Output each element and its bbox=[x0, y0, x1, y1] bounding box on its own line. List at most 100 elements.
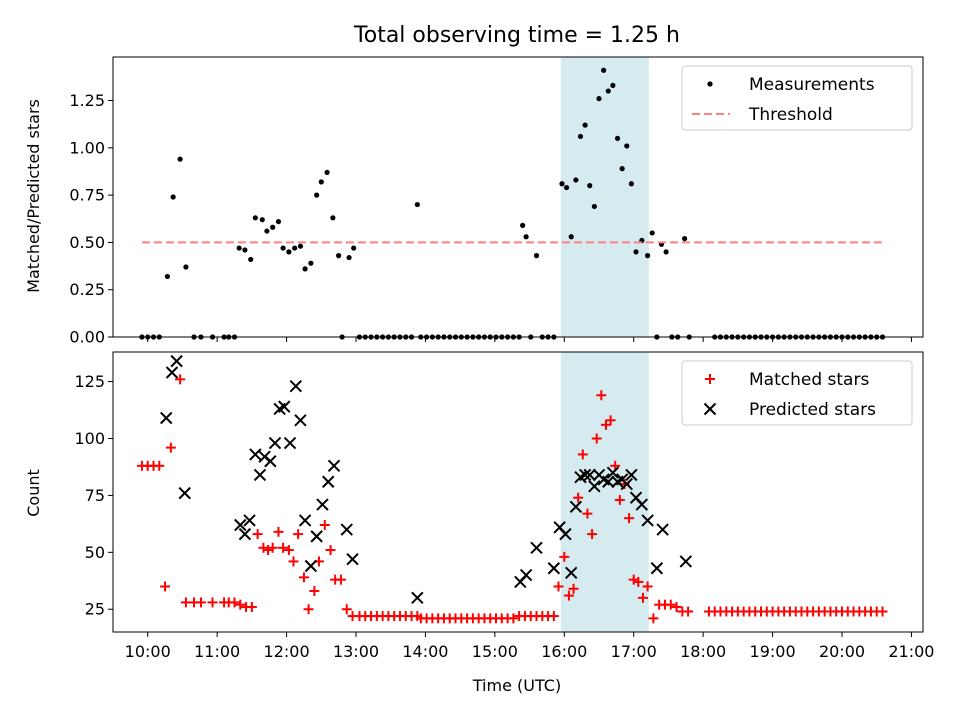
measurement-point bbox=[308, 260, 314, 266]
predicted-star-point bbox=[243, 514, 256, 527]
y-tick-label: 1.25 bbox=[69, 91, 105, 110]
matched-star-point bbox=[633, 576, 644, 587]
predicted-star-point bbox=[289, 379, 303, 393]
legend-box bbox=[681, 65, 913, 131]
predicted-star-point bbox=[606, 466, 620, 479]
x-tick-label: 20:00 bbox=[819, 642, 865, 661]
matched-star-point bbox=[577, 449, 588, 460]
bottom-y-ticks: 25 50 75 100 125 bbox=[74, 372, 113, 619]
measurement-point bbox=[663, 249, 669, 255]
matched-star-point bbox=[508, 613, 519, 624]
matched-star-point bbox=[293, 529, 304, 540]
bottom-legend: Matched stars Predicted stars bbox=[681, 360, 913, 426]
matched-star-point bbox=[642, 581, 653, 592]
predicted-star-point bbox=[165, 366, 179, 379]
legend-marker-dot bbox=[707, 81, 713, 87]
predicted-star-point bbox=[249, 448, 262, 461]
matched-star-point bbox=[278, 542, 289, 553]
measurement-point bbox=[351, 245, 357, 251]
predicted-star-point bbox=[304, 559, 318, 573]
predicted-star-point bbox=[411, 591, 424, 605]
measurement-point bbox=[614, 135, 621, 141]
measurement-point bbox=[270, 224, 276, 230]
x-tick-label: 19:00 bbox=[750, 642, 796, 661]
predicted-star-point bbox=[294, 414, 307, 427]
top-highlight-span bbox=[560, 57, 649, 337]
legend-marker-plus bbox=[705, 374, 715, 384]
matched-star-point bbox=[319, 520, 330, 531]
predicted-star-point bbox=[170, 354, 183, 368]
measurement-point bbox=[177, 156, 183, 162]
x-tick-label: 14:00 bbox=[402, 642, 448, 661]
matched-star-point bbox=[252, 529, 263, 540]
matched-star-point bbox=[207, 597, 218, 608]
predicted-star-point bbox=[559, 527, 572, 541]
predicted-star-point bbox=[565, 566, 578, 580]
measurement-point bbox=[297, 243, 304, 249]
measurement-point bbox=[330, 215, 336, 221]
matched-star-point bbox=[587, 529, 598, 540]
measurement-point bbox=[346, 254, 352, 261]
measurement-point bbox=[596, 96, 602, 102]
legend-marker-x bbox=[703, 402, 717, 416]
y-tick-label: 100 bbox=[74, 429, 105, 448]
predicted-star-point bbox=[283, 436, 297, 450]
measurement-point bbox=[414, 201, 420, 208]
matched-star-point bbox=[258, 542, 269, 553]
matched-star-point bbox=[671, 601, 682, 612]
measurement-point bbox=[568, 234, 574, 240]
matched-star-point bbox=[600, 419, 611, 430]
measurement-point bbox=[559, 181, 565, 187]
x-tick-label: 13:00 bbox=[333, 642, 379, 661]
predicted-star-point bbox=[178, 486, 191, 500]
predicted-star-point bbox=[298, 514, 312, 527]
measurement-point bbox=[619, 166, 625, 172]
y-tick-label: 75 bbox=[85, 486, 105, 505]
measurement-point bbox=[314, 192, 320, 198]
matched-star-point bbox=[553, 581, 564, 592]
predicted-star-point bbox=[316, 498, 329, 511]
matched-star-point bbox=[614, 494, 625, 505]
y-tick-label: 0.75 bbox=[69, 186, 105, 205]
bottom-series-marks bbox=[136, 354, 888, 624]
top-axes-frame bbox=[112, 56, 924, 338]
predicted-star-point bbox=[327, 459, 341, 473]
matched-star-point bbox=[165, 442, 176, 453]
bottom-panel: 25 50 75 100 125 10:00 11:00 12:00 13:00 14:00 15… bbox=[24, 351, 934, 695]
top-panel: 0.00 0.25 0.50 0.75 1.00 1.25 Total observing… bbox=[24, 23, 924, 347]
predicted-star-point bbox=[569, 500, 583, 514]
predicted-star-point bbox=[234, 518, 247, 532]
measurement-point bbox=[318, 179, 324, 185]
matched-star-point bbox=[175, 374, 186, 385]
measurement-point bbox=[610, 82, 616, 88]
x-tick-label: 21:00 bbox=[888, 642, 934, 661]
matched-star-point bbox=[605, 415, 616, 426]
measurement-point bbox=[573, 177, 579, 183]
predicted-star-point bbox=[268, 436, 282, 450]
matched-star-point bbox=[335, 574, 346, 585]
measurement-point bbox=[533, 253, 540, 259]
predicted-star-point bbox=[238, 527, 252, 541]
predicted-star-point bbox=[278, 400, 291, 413]
legend-label: Matched stars bbox=[749, 370, 869, 390]
predicted-star-point bbox=[322, 475, 335, 488]
x-tick-label: 16:00 bbox=[541, 642, 587, 661]
x-tick-label: 10:00 bbox=[125, 642, 171, 661]
measurement-point bbox=[633, 249, 639, 255]
top-y-ticks: 0.00 0.25 0.50 0.75 1.00 1.25 bbox=[69, 91, 113, 347]
top-y-axis-label: Matched/Predicted stars bbox=[24, 99, 43, 293]
bottom-highlight-span bbox=[560, 352, 649, 632]
matched-star-point bbox=[591, 433, 602, 444]
predicted-star-point bbox=[346, 552, 359, 566]
predicted-star-point bbox=[530, 541, 543, 554]
chart-title: Total observing time = 1.25 h bbox=[353, 23, 680, 48]
matched-star-point bbox=[665, 599, 676, 610]
predicted-star-point bbox=[625, 468, 638, 482]
predicted-star-point bbox=[583, 468, 596, 482]
y-tick-label: 1.00 bbox=[69, 138, 105, 157]
measurement-point bbox=[164, 273, 170, 280]
measurement-point bbox=[628, 181, 635, 187]
top-series-marks bbox=[139, 67, 886, 340]
measurement-point bbox=[292, 245, 298, 251]
predicted-star-point bbox=[679, 555, 692, 568]
